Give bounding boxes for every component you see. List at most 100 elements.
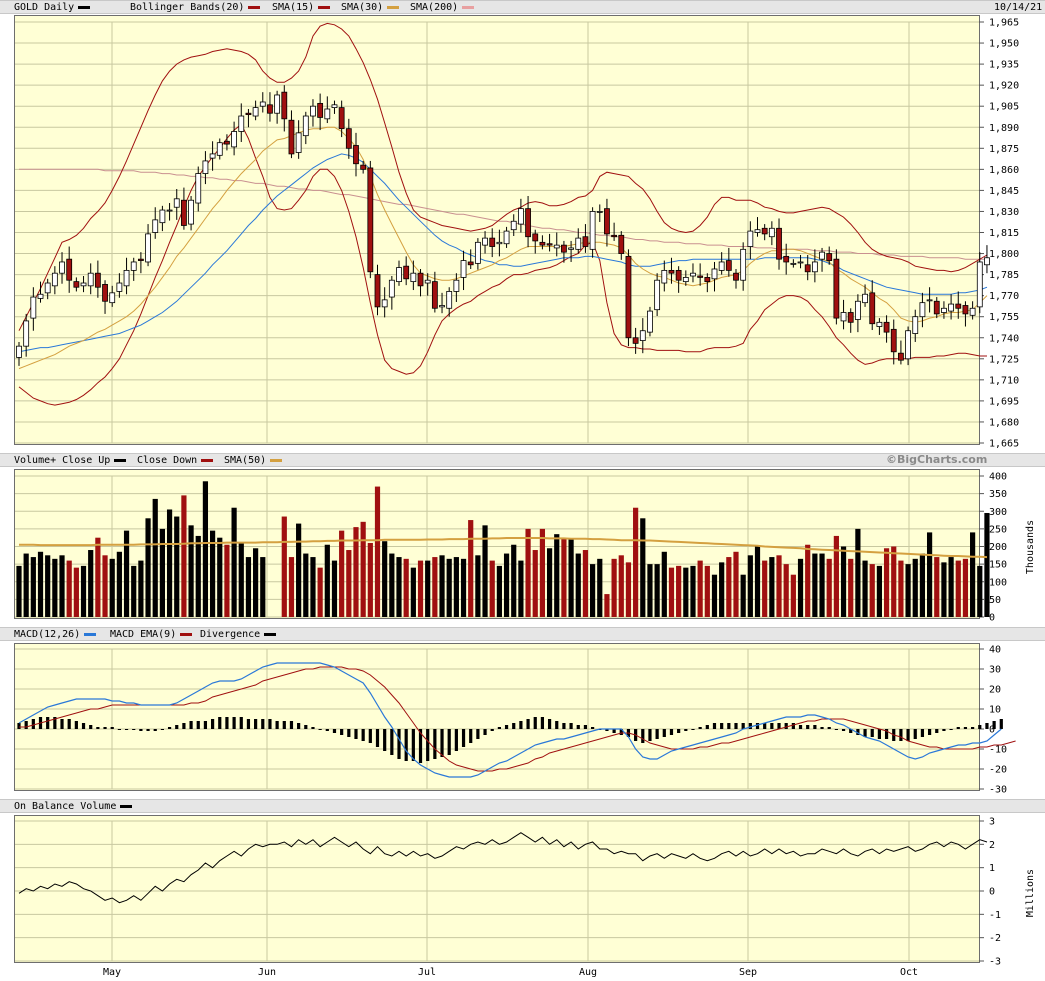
candle-body [66,258,73,281]
divergence-bar [942,729,946,731]
candle-body [424,279,431,284]
volume-bar [37,551,44,617]
legend-macd: MACD(12,26) [14,628,102,641]
legend-close-down: Close Down [137,454,219,467]
price-tick-label: 1,710 [989,375,1019,386]
volume-bar [805,544,811,617]
volume-bar [131,565,137,617]
price-tick-label: 1,875 [989,144,1019,155]
candle-body [396,267,402,283]
candle-body [489,237,496,247]
volume-bar [432,557,438,617]
divergence-bar [239,717,243,729]
candle-body [604,208,610,235]
candle-body [912,316,919,334]
volume-bar [360,521,366,617]
candle-body [51,272,58,287]
legend-sma30: SMA(30) [341,1,405,14]
volume-bar [697,560,703,617]
divergence-bar [591,727,595,729]
volume-bar [568,539,574,617]
divergence-bar [354,729,358,739]
legend-sma200: SMA(200) [410,1,480,14]
volume-bar [245,557,252,617]
volume-bar [253,548,259,617]
candle-body [80,282,87,287]
volume-bar [539,528,546,617]
legend-sma15: SMA(15) [272,1,336,14]
candle-body [252,107,259,117]
volume-bar [389,553,395,617]
divergence-bar [53,717,57,729]
divergence-bar [863,729,867,737]
price-tick-label: 1,950 [989,39,1019,50]
volume-bar [231,507,237,617]
volume-bar [948,557,954,617]
price-tick-label: 1,770 [989,291,1019,302]
candle-body [847,312,854,323]
candle-body [231,131,238,148]
divergence-bar [404,729,408,761]
candle-body [768,227,775,238]
divergence-bar [210,719,215,729]
divergence-bar [648,729,652,741]
volume-bar [754,546,761,617]
volume-bar [181,495,187,617]
candle-body [446,291,453,309]
divergence-bar [684,729,688,731]
price-tick-label: 1,680 [989,417,1019,428]
candle-body [123,269,130,287]
divergence-bar [497,727,501,729]
divergence-bar [325,729,329,731]
date-label: 10/14/21 [994,2,1043,13]
obv-chart-panel[interactable] [14,815,980,963]
candle-body [733,272,739,281]
volume-bar [346,550,352,617]
volume-bar [439,555,445,617]
legend-swatch [78,5,91,9]
candle-body [116,282,123,292]
divergence-bar [103,727,107,729]
candle-body [811,261,818,273]
divergence-bar [562,723,566,729]
divergence-bar [583,725,588,729]
candle-body [525,208,531,238]
candle-body [711,268,718,280]
divergence-bar [311,727,315,729]
volume-bar [145,518,151,617]
candle-body [776,227,782,260]
candle-body [467,261,474,266]
divergence-bar [225,717,229,729]
divergence-bar [89,725,93,729]
macd-tick-label: -30 [989,785,1007,796]
candle-body [302,115,309,137]
volume-bar [582,550,589,617]
volume-bar [209,530,216,617]
volume-bar [733,551,739,617]
divergence-bar [46,717,50,729]
divergence-bar [440,729,444,757]
candle-body [295,132,302,153]
candle-body [381,299,388,308]
volume-bar [883,548,890,617]
divergence-bar [67,719,71,729]
volume-bar [790,574,796,617]
legend-swatch [462,5,475,9]
divergence-bar [17,723,21,729]
divergence-bar [619,729,623,735]
macd-chart-panel[interactable] [14,643,980,791]
candle-body [819,251,825,260]
volume-bar [353,527,359,617]
volume-bar [769,557,775,617]
volume-bar [317,567,323,617]
volume-tick-label: 400 [989,472,1007,483]
candle-body [632,337,639,344]
macd-panel-header: MACD(12,26) MACD EMA(9) Divergence [0,627,1045,641]
volume-bar [977,565,983,617]
volume-bar [152,498,158,617]
volume-tick-label: 100 [989,577,1007,588]
price-panel-header: GOLD Daily Bollinger Bands(20) SMA(15) S… [0,0,1045,14]
candle-body [618,234,625,254]
volume-bar [955,560,961,617]
